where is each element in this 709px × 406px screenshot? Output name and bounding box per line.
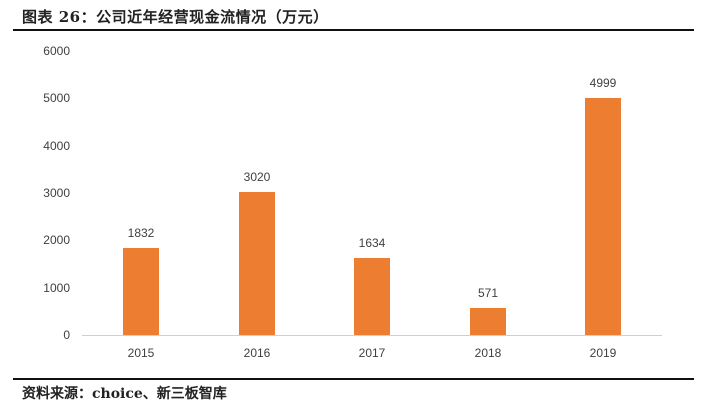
- data-label: 1634: [358, 235, 386, 250]
- x-tick-label: 2017: [358, 346, 386, 360]
- x-tick-label: 2015: [127, 346, 155, 360]
- y-tick-label: 3000: [43, 186, 70, 200]
- bar-2016: [239, 192, 275, 335]
- bar-2017: [354, 257, 390, 335]
- y-tick-label: 0: [63, 328, 70, 342]
- chart-title: 图表 26：公司近年经营现金流情况（万元）: [22, 8, 329, 26]
- source-note: 资料来源：choice、新三板智库: [22, 386, 227, 402]
- data-label: 1832: [127, 226, 155, 241]
- x-tick-label: 2018: [474, 346, 502, 360]
- bottom-divider: [13, 378, 694, 380]
- y-tick-label: 1000: [43, 280, 70, 295]
- y-tick-label: 2000: [43, 233, 70, 248]
- data-label: 3020: [243, 170, 271, 185]
- y-tick-label: 5000: [43, 91, 70, 106]
- bar-2018: [470, 307, 506, 335]
- y-tick-label: 4000: [43, 138, 70, 153]
- x-axis-line: [82, 335, 662, 336]
- data-label: 571: [477, 285, 499, 300]
- bar-2015: [123, 248, 159, 335]
- top-divider: [13, 29, 694, 31]
- x-tick-label: 2016: [243, 346, 271, 360]
- x-tick-label: 2019: [589, 346, 617, 360]
- bar-2019: [585, 98, 621, 335]
- y-tick-label: 6000: [43, 44, 70, 58]
- data-label: 4999: [589, 76, 617, 91]
